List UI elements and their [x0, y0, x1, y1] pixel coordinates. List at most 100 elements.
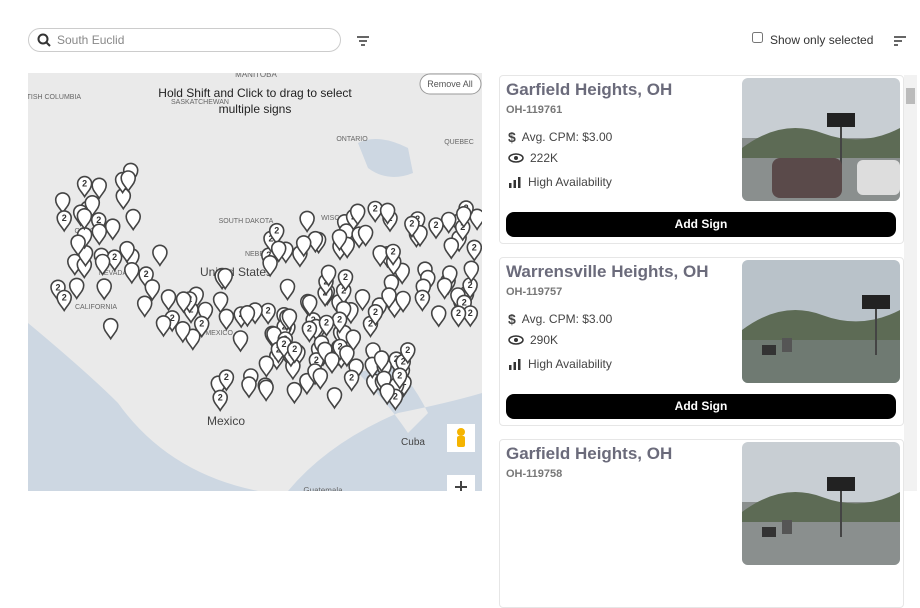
sign-pin[interactable]: [312, 367, 329, 391]
sign-pin[interactable]: 2: [268, 222, 285, 246]
sign-pin[interactable]: [144, 279, 161, 302]
sign-pin[interactable]: 2: [385, 243, 401, 267]
sign-pin[interactable]: [175, 321, 191, 344]
sign-pin[interactable]: [349, 203, 366, 226]
sign-pin[interactable]: 2: [76, 175, 93, 199]
sign-pin[interactable]: [379, 202, 396, 225]
sign-pin[interactable]: [326, 387, 343, 410]
sign-pin[interactable]: [217, 267, 233, 291]
sign-pin[interactable]: 2: [428, 217, 444, 240]
sign-pin[interactable]: [125, 208, 141, 232]
sign-pin[interactable]: [395, 290, 411, 314]
remove-all-label[interactable]: Remove All: [427, 79, 473, 89]
listing-card[interactable]: Garfield Heights, OH OH-119758: [499, 439, 904, 608]
sign-pin[interactable]: [76, 208, 93, 231]
sign-pin[interactable]: [345, 329, 362, 352]
sign-pin[interactable]: 2: [337, 269, 354, 292]
sign-pin[interactable]: 2: [399, 342, 416, 365]
listing-card[interactable]: Warrensville Heights, OH OH-119757 $ Avg. C…: [499, 257, 904, 426]
sign-pin[interactable]: 2: [193, 315, 210, 339]
sign-pin[interactable]: 2: [212, 389, 228, 412]
sign-pin[interactable]: [218, 308, 235, 331]
sign-pin[interactable]: 2: [318, 314, 335, 338]
sign-pin[interactable]: [258, 379, 274, 402]
sign-pin[interactable]: 2: [391, 367, 408, 390]
sign-pin[interactable]: [262, 255, 278, 278]
add-sign-button[interactable]: Add Sign: [506, 394, 896, 419]
sign-pin[interactable]: 2: [286, 341, 303, 364]
sign-pin[interactable]: [357, 224, 374, 248]
sign-pin[interactable]: [379, 383, 396, 406]
sign-pin[interactable]: [94, 253, 111, 277]
sign-pin[interactable]: 2: [218, 369, 235, 392]
sign-pin[interactable]: [455, 206, 472, 229]
sign-pin[interactable]: [91, 177, 107, 200]
sign-pin[interactable]: [324, 351, 340, 375]
sign-pin[interactable]: [299, 210, 315, 233]
sign-pin[interactable]: [241, 376, 257, 399]
sign-pin[interactable]: [436, 277, 453, 300]
sign-pin[interactable]: 2: [466, 239, 482, 262]
sign-pin[interactable]: [160, 289, 177, 312]
sign-pin[interactable]: [320, 264, 337, 287]
sign-pin[interactable]: [104, 218, 121, 241]
sign-pin[interactable]: [70, 234, 86, 257]
show-selected-checkbox[interactable]: [752, 32, 763, 43]
sign-pin[interactable]: [258, 355, 275, 378]
scrollbar[interactable]: [904, 75, 917, 491]
sign-pin[interactable]: 2: [56, 289, 73, 313]
sign-pin[interactable]: 2: [56, 210, 73, 233]
sign-pin[interactable]: [185, 328, 201, 351]
search-box[interactable]: South Euclid: [28, 28, 341, 52]
sign-pin[interactable]: [286, 381, 303, 405]
sign-pin[interactable]: [381, 287, 397, 310]
add-sign-button[interactable]: Add Sign: [506, 212, 896, 237]
sign-pin[interactable]: [239, 305, 256, 328]
sign-pin[interactable]: [339, 345, 355, 368]
sign-pin[interactable]: [102, 317, 119, 341]
sign-pin[interactable]: [463, 260, 480, 283]
sign-pin[interactable]: [331, 229, 348, 252]
sign-pin[interactable]: 2: [331, 311, 348, 334]
sign-pin[interactable]: [212, 291, 229, 314]
sign-pin[interactable]: 2: [462, 305, 479, 328]
sign-pin[interactable]: [373, 350, 390, 373]
sign-pin[interactable]: [354, 289, 371, 312]
sign-pin[interactable]: [430, 305, 447, 328]
sign-pin[interactable]: 2: [367, 200, 384, 224]
remove-all-button[interactable]: [419, 73, 482, 95]
sign-pin[interactable]: [443, 237, 460, 260]
sign-pin[interactable]: [91, 223, 108, 246]
sign-pin[interactable]: [281, 308, 298, 331]
sign-pin[interactable]: [295, 235, 312, 258]
show-selected-label[interactable]: Show only selected: [770, 33, 874, 47]
sign-pin[interactable]: 2: [404, 215, 420, 239]
listing-card[interactable]: Garfield Heights, OH OH-119761 $ Avg. CPM: …: [499, 75, 904, 244]
sign-pin[interactable]: [279, 278, 296, 302]
sort-icon[interactable]: [893, 35, 907, 47]
sign-pin[interactable]: [120, 170, 136, 193]
sign-pin[interactable]: [372, 245, 389, 268]
filter-icon[interactable]: [356, 35, 370, 47]
sign-pin[interactable]: 2: [450, 305, 467, 328]
sign-pin[interactable]: [136, 295, 153, 318]
sign-pin[interactable]: [152, 244, 168, 267]
map-label: Cuba: [401, 437, 425, 448]
sign-pin[interactable]: [175, 291, 192, 314]
map[interactable]: MANITOBA BRITISH COLUMBIA SASKATCHEWAN ONTA…: [28, 73, 482, 491]
sign-pin[interactable]: [124, 262, 140, 285]
sign-pin[interactable]: [270, 240, 287, 263]
sign-pin[interactable]: [119, 240, 135, 264]
sign-pin[interactable]: [232, 330, 249, 353]
sign-pin[interactable]: [469, 208, 482, 231]
sign-pin[interactable]: 2: [260, 302, 276, 326]
sign-pin[interactable]: [301, 294, 318, 317]
sign-pin[interactable]: 2: [343, 369, 360, 392]
sign-pin[interactable]: 2: [301, 320, 318, 343]
sign-pin[interactable]: 2: [367, 304, 384, 327]
sign-pin[interactable]: [68, 277, 85, 300]
sign-pin[interactable]: [155, 315, 172, 338]
sign-pin[interactable]: [54, 192, 71, 215]
sign-pin[interactable]: [96, 278, 112, 301]
sign-pin[interactable]: 2: [414, 289, 431, 312]
